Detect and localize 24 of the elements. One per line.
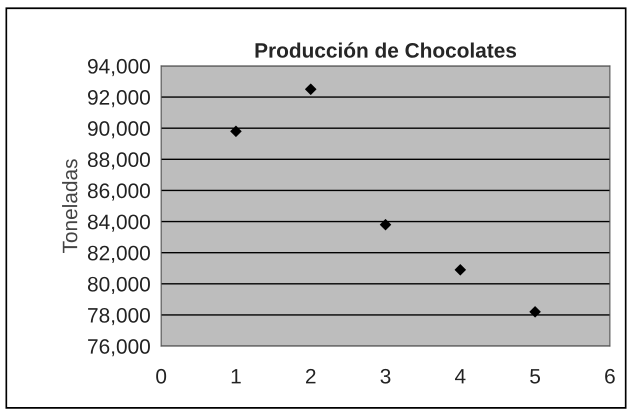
point [529,306,541,318]
point [305,84,316,95]
x-tick-label: 2 [306,368,316,384]
x-tick-label: 1 [232,369,241,384]
y-tick-label: 84,000 [88,214,150,232]
chart-title: Producción de Chocolates [256,42,516,58]
y-axis-title: Toneladas [62,159,78,254]
x-tick-label: 4 [454,369,466,384]
y-tick-label: 92,000 [88,90,150,108]
point [230,126,242,137]
y-tick-label: 76,000 [88,339,150,356]
y-tick-label: 90,000 [88,121,150,138]
y-tick-label: 94,000 [88,58,150,76]
y-tick-label: 88,000 [88,152,150,170]
x-tick-label: 5 [530,369,540,384]
y-tick-label: 80,000 [88,276,150,294]
x-tick-label: 6 [605,368,615,384]
y-tick-label: 82,000 [88,246,150,263]
x-tick-label: 3 [380,368,390,384]
x-tick-label: 0 [156,368,166,384]
y-tick-label: 78,000 [88,308,150,326]
y-tick-label: 86,000 [88,183,150,201]
point [380,218,392,230]
point [454,264,466,276]
